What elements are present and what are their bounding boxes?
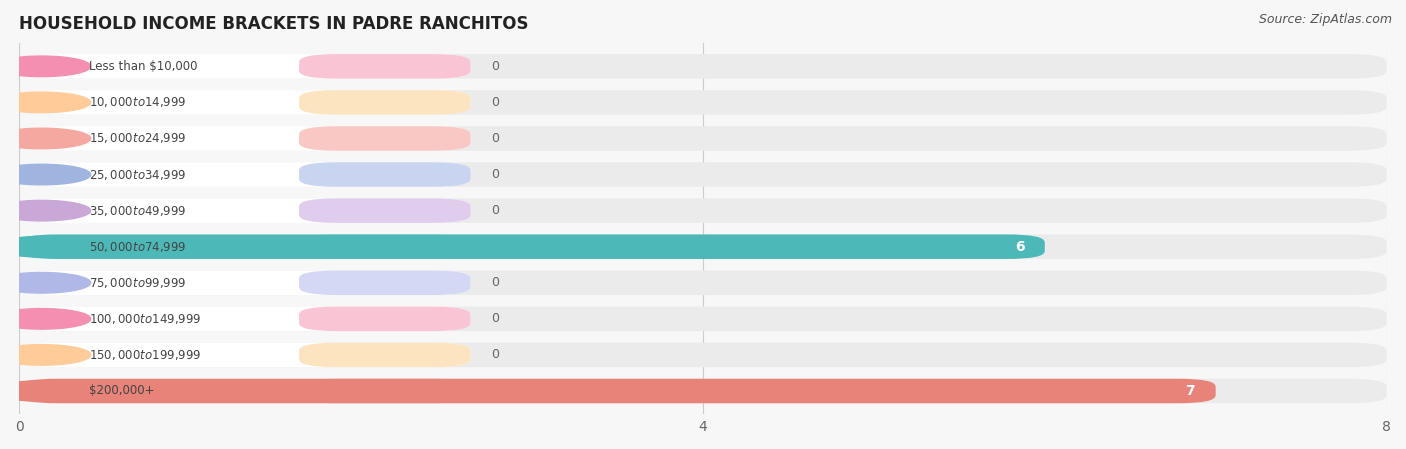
FancyBboxPatch shape xyxy=(20,234,1045,259)
FancyBboxPatch shape xyxy=(20,270,471,295)
Circle shape xyxy=(0,237,91,257)
Text: 0: 0 xyxy=(491,204,499,217)
Text: 0: 0 xyxy=(491,313,499,326)
Text: $100,000 to $149,999: $100,000 to $149,999 xyxy=(89,312,201,326)
Text: Less than $10,000: Less than $10,000 xyxy=(89,60,197,73)
Text: $150,000 to $199,999: $150,000 to $199,999 xyxy=(89,348,201,362)
Text: $75,000 to $99,999: $75,000 to $99,999 xyxy=(89,276,187,290)
FancyBboxPatch shape xyxy=(20,126,1386,151)
Text: $15,000 to $24,999: $15,000 to $24,999 xyxy=(89,132,187,145)
Circle shape xyxy=(0,308,91,329)
Text: $25,000 to $34,999: $25,000 to $34,999 xyxy=(89,167,187,181)
Text: 7: 7 xyxy=(1185,384,1195,398)
Text: 0: 0 xyxy=(491,132,499,145)
Text: 0: 0 xyxy=(491,168,499,181)
Text: $10,000 to $14,999: $10,000 to $14,999 xyxy=(89,95,187,110)
FancyBboxPatch shape xyxy=(20,307,471,331)
FancyBboxPatch shape xyxy=(20,234,1386,259)
FancyBboxPatch shape xyxy=(20,198,471,223)
Circle shape xyxy=(0,56,91,77)
Text: 0: 0 xyxy=(491,96,499,109)
FancyBboxPatch shape xyxy=(299,379,471,403)
FancyBboxPatch shape xyxy=(299,343,471,367)
FancyBboxPatch shape xyxy=(299,162,471,187)
FancyBboxPatch shape xyxy=(20,343,1386,367)
FancyBboxPatch shape xyxy=(20,54,471,79)
FancyBboxPatch shape xyxy=(20,379,1386,403)
FancyBboxPatch shape xyxy=(299,90,471,114)
Text: 0: 0 xyxy=(491,348,499,361)
Circle shape xyxy=(0,92,91,113)
FancyBboxPatch shape xyxy=(299,234,471,259)
Circle shape xyxy=(0,164,91,185)
FancyBboxPatch shape xyxy=(20,54,1386,79)
FancyBboxPatch shape xyxy=(299,54,471,79)
FancyBboxPatch shape xyxy=(299,198,471,223)
Circle shape xyxy=(0,345,91,365)
Text: HOUSEHOLD INCOME BRACKETS IN PADRE RANCHITOS: HOUSEHOLD INCOME BRACKETS IN PADRE RANCH… xyxy=(20,15,529,33)
Circle shape xyxy=(0,200,91,221)
Circle shape xyxy=(0,381,91,401)
FancyBboxPatch shape xyxy=(20,379,471,403)
Text: Source: ZipAtlas.com: Source: ZipAtlas.com xyxy=(1258,13,1392,26)
Text: $200,000+: $200,000+ xyxy=(89,384,155,397)
FancyBboxPatch shape xyxy=(20,234,471,259)
FancyBboxPatch shape xyxy=(20,343,471,367)
FancyBboxPatch shape xyxy=(20,90,1386,114)
FancyBboxPatch shape xyxy=(20,379,1216,403)
FancyBboxPatch shape xyxy=(20,90,471,114)
FancyBboxPatch shape xyxy=(20,126,471,151)
FancyBboxPatch shape xyxy=(20,162,471,187)
Text: 6: 6 xyxy=(1015,240,1024,254)
Text: 0: 0 xyxy=(491,276,499,289)
Text: $35,000 to $49,999: $35,000 to $49,999 xyxy=(89,204,187,218)
FancyBboxPatch shape xyxy=(20,270,1386,295)
Text: $50,000 to $74,999: $50,000 to $74,999 xyxy=(89,240,187,254)
FancyBboxPatch shape xyxy=(20,162,1386,187)
Circle shape xyxy=(0,128,91,149)
Text: 0: 0 xyxy=(491,60,499,73)
Circle shape xyxy=(0,273,91,293)
FancyBboxPatch shape xyxy=(299,270,471,295)
FancyBboxPatch shape xyxy=(20,307,1386,331)
FancyBboxPatch shape xyxy=(299,307,471,331)
FancyBboxPatch shape xyxy=(20,198,1386,223)
FancyBboxPatch shape xyxy=(299,126,471,151)
